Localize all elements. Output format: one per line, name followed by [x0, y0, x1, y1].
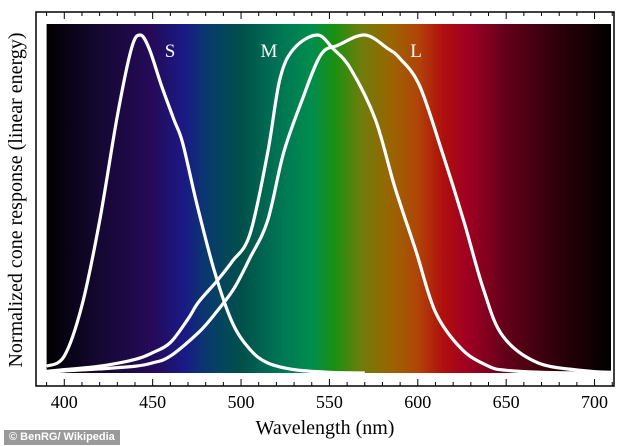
plot-frame [35, 11, 615, 387]
x-tick-label: 500 [228, 392, 255, 412]
series-curves [45, 33, 613, 375]
x-tick-label: 650 [493, 392, 520, 412]
image-credit: © BenRG/ Wikipedia [4, 430, 120, 445]
series-label-S: S [165, 41, 176, 62]
series-label-M: M [261, 41, 278, 62]
spectrum-background [46, 24, 611, 373]
curve-S [45, 33, 365, 375]
curve-L [46, 33, 613, 374]
x-tick-label: 550 [316, 392, 343, 412]
y-axis-label: Normalized cone response (linear energy) [5, 32, 27, 367]
x-ticks: 400 450 500 550 600 650 700 [46, 12, 613, 412]
x-tick-label: 400 [51, 392, 78, 412]
curve-M [46, 33, 613, 375]
x-axis-label: Wavelength (nm) [256, 417, 395, 439]
x-tick-label: 700 [581, 392, 608, 412]
series-label-L: L [410, 41, 422, 62]
x-tick-label: 600 [404, 392, 431, 412]
x-tick-label: 450 [139, 392, 166, 412]
